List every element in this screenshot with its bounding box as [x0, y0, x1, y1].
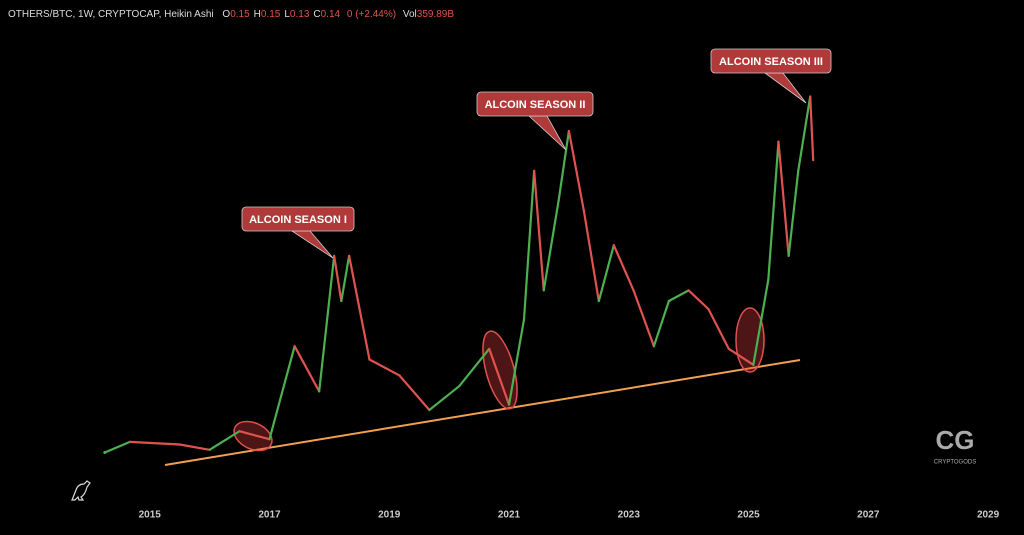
price-segment: [582, 209, 600, 303]
x-tick-label: 2019: [378, 510, 401, 521]
price-segment: [533, 169, 545, 292]
price-segment: [752, 278, 770, 366]
highlight: [233, 420, 273, 452]
x-tick-label: 2017: [258, 510, 281, 521]
callout: ALCOIN SEASON III: [710, 48, 832, 104]
price-segment: [398, 374, 431, 412]
price-segment: [488, 347, 511, 406]
price-segment: [333, 254, 343, 303]
callout-box: [241, 206, 355, 232]
price-segment: [767, 140, 780, 281]
trendline: [164, 359, 801, 466]
callout-box: [710, 48, 832, 74]
symbol: OTHERS/BTC, 1W, CRYPTOCAP, Heikin Ashi: [8, 9, 214, 20]
price-segment: [777, 140, 790, 257]
price-segment: [368, 358, 401, 377]
ohlc-key: L: [284, 9, 290, 20]
price-segment: [597, 244, 615, 303]
price-segment: [507, 318, 526, 406]
price-segment: [268, 345, 296, 441]
price-segment: [727, 347, 755, 366]
price-segment: [542, 198, 560, 292]
price-segment: [522, 169, 536, 321]
price-segment: [103, 440, 132, 454]
ohlc-key: C: [313, 9, 320, 20]
price-segment: [178, 443, 211, 451]
x-tick-label: 2023: [618, 510, 641, 521]
volume: 359.89B: [417, 9, 455, 20]
price-segment: [238, 430, 271, 441]
callout: ALCOIN SEASON I: [241, 206, 355, 259]
annotation: ALCOIN SEASON III: [719, 56, 823, 68]
logo-mark: CG: [936, 425, 975, 455]
price-segment: [667, 289, 690, 303]
callout: ALCOIN SEASON II: [476, 91, 594, 151]
price-segment: [458, 347, 491, 388]
callout-box: [476, 91, 594, 117]
price-segment: [809, 95, 815, 162]
logo: CG CRYPTOGODS: [934, 425, 976, 466]
price-segment: [348, 254, 371, 361]
x-tick-label: 2015: [139, 510, 162, 521]
x-tick-label: 2029: [977, 510, 1000, 521]
volume-key: Vol: [403, 9, 417, 20]
ohlc-value: 0.15: [230, 9, 250, 20]
price-segment: [797, 95, 812, 172]
ohlc-key: O: [222, 9, 230, 20]
price-segment: [687, 289, 710, 311]
price-segment: [787, 169, 800, 257]
ohlc-value: 0.14: [321, 9, 341, 20]
price-segment: [557, 129, 570, 202]
x-tick-label: 2025: [737, 510, 760, 521]
price-segment: [707, 307, 730, 350]
price-segment: [318, 254, 336, 393]
change: 0 (+2.44%): [347, 9, 396, 20]
x-tick-label: 2021: [498, 510, 521, 521]
price-segment: [293, 345, 321, 393]
price-segment: [208, 430, 241, 451]
watermark: CRYPTOGODS: [934, 460, 976, 466]
annotation: ALCOIN SEASON I: [249, 214, 347, 226]
ohlc-value: 0.15: [261, 9, 281, 20]
price-segment: [612, 244, 635, 292]
price-segment: [428, 384, 461, 412]
x-tick-label: 2027: [857, 510, 880, 521]
plot: [103, 95, 815, 454]
annotation: ALCOIN SEASON II: [485, 99, 586, 111]
ohlc: O0.15 H0.15 L0.13 C0.14: [222, 9, 340, 20]
price-segment: [652, 299, 670, 348]
price-segment: [128, 440, 181, 446]
ohlc-key: H: [254, 9, 261, 20]
price-segment: [340, 254, 351, 303]
header: OTHERS/BTC, 1W, CRYPTOCAP, Heikin Ashi O…: [8, 9, 454, 20]
ohlc-value: 0.13: [290, 9, 310, 20]
highlight: [735, 307, 765, 373]
tv-logo: [71, 480, 91, 501]
price-segment: [567, 129, 585, 212]
highlight: [482, 330, 518, 410]
price-segment: [632, 289, 656, 348]
